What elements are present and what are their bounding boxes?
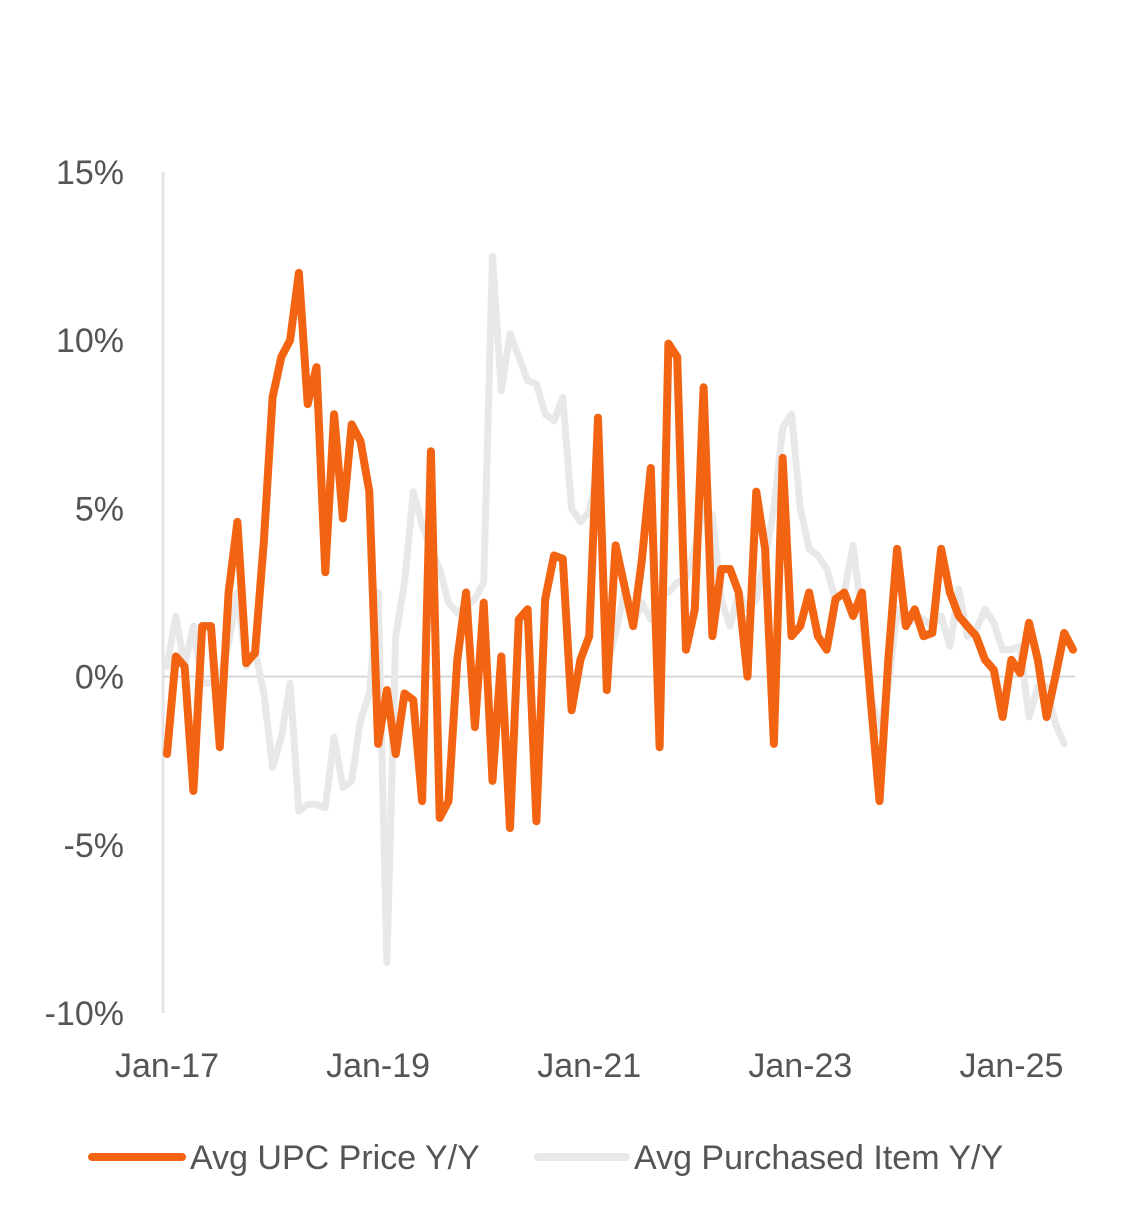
y-tick-label: 15%	[56, 154, 124, 192]
x-tick-label: Jan-21	[537, 1047, 641, 1085]
x-tick-label: Jan-17	[115, 1047, 219, 1085]
x-tick-label: Jan-23	[748, 1047, 852, 1085]
y-tick-label: -5%	[64, 827, 124, 865]
y-tick-label: 5%	[75, 490, 124, 528]
legend-label-avg-purchased-item: Avg Purchased Item Y/Y	[634, 1139, 1003, 1177]
x-axis-ticks: Jan-17 Jan-19 Jan-21 Jan-23 Jan-25	[115, 1047, 1063, 1085]
series-layer	[163, 252, 1077, 966]
x-tick-label: Jan-25	[959, 1047, 1063, 1085]
legend-label-avg-upc-price: Avg UPC Price Y/Y	[190, 1139, 480, 1177]
x-tick-label: Jan-19	[326, 1047, 430, 1085]
y-axis-ticks: 15% 10% 5% 0% -5% -10%	[45, 154, 124, 1033]
series-line-avg-upc-price	[163, 268, 1077, 832]
y-tick-label: -10%	[45, 995, 124, 1033]
legend: Avg UPC Price Y/Y Avg Purchased Item Y/Y	[88, 1139, 1003, 1177]
y-tick-label: 10%	[56, 322, 124, 360]
y-tick-label: 0%	[75, 659, 124, 697]
